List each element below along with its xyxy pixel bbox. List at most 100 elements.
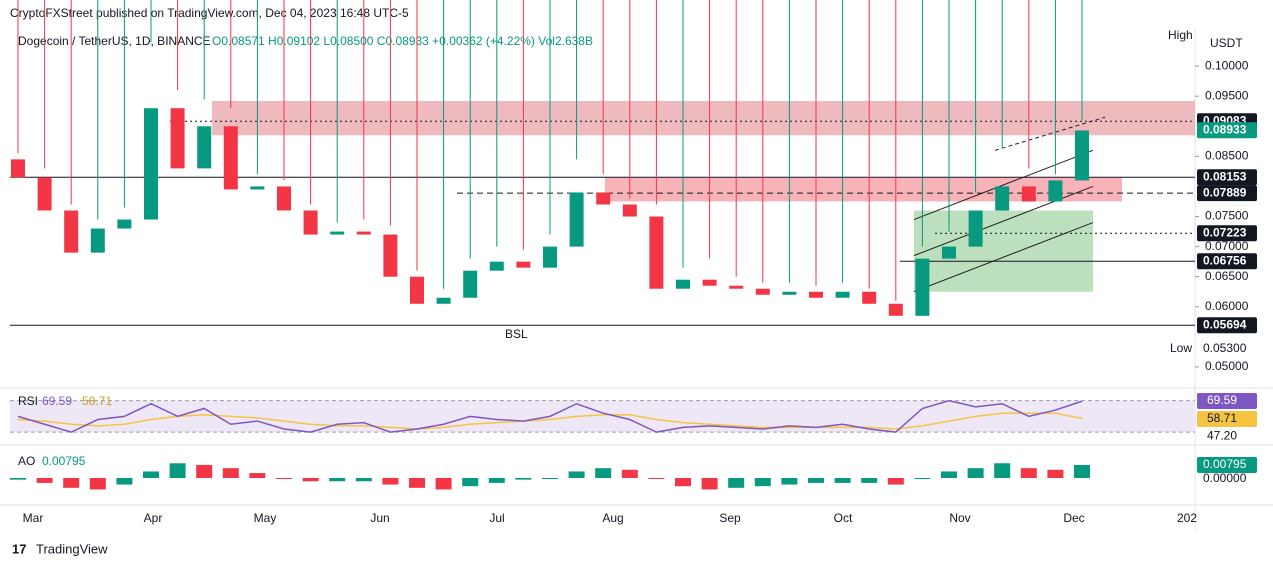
candle-body <box>11 159 25 178</box>
zone <box>914 210 1093 292</box>
candle-body <box>942 246 956 259</box>
candle-body <box>37 177 52 211</box>
ao-bar <box>542 477 558 479</box>
ao-bar <box>754 477 771 487</box>
candle-body <box>356 231 371 235</box>
x-tick-label: Jun <box>370 511 389 525</box>
symbol: Dogecoin / TetherUS, 1D, BINANCE <box>18 34 211 48</box>
y-tick-label: 0.08500 <box>1205 149 1249 163</box>
level-label: 0.07889 <box>1203 185 1247 199</box>
ao-bar <box>249 473 266 478</box>
level-label-box <box>1197 225 1257 242</box>
y-tick-label: 0.05000 <box>1205 359 1249 373</box>
ao-bar <box>861 477 878 483</box>
x-tick-label: Mar <box>23 511 44 525</box>
candle-body <box>782 291 797 295</box>
rsi-last: 69.59 <box>1207 393 1237 407</box>
ao-bar <box>36 477 53 483</box>
candle-body <box>250 186 265 190</box>
level-label: 0.08153 <box>1203 169 1247 183</box>
ao-last-box <box>1197 457 1257 473</box>
level-label: 0.06756 <box>1203 253 1247 267</box>
zone <box>605 177 1122 202</box>
x-tick-label: May <box>254 511 277 525</box>
y-tick-label: 0.06000 <box>1205 299 1249 313</box>
ohlc: O0.08571 H0.09102 L0.08500 C0.08933 +0.0… <box>212 34 593 48</box>
ao-bar <box>834 477 851 483</box>
ao-bar <box>781 477 798 485</box>
x-tick-label: Nov <box>949 511 970 525</box>
candle-body <box>915 258 930 316</box>
rsi-ma <box>17 412 1083 430</box>
y-tick-label: 0.10000 <box>1205 58 1249 72</box>
rsi-ma-last: 58.71 <box>1207 411 1237 425</box>
ao-zero: 0.00000 <box>1203 471 1247 485</box>
trend-line <box>994 116 1106 151</box>
high-label: High <box>1168 28 1193 42</box>
rsi-legend-ma: 58.71 <box>82 394 112 408</box>
candle-body <box>622 204 637 217</box>
candle-body <box>197 126 212 169</box>
ao-bar <box>887 477 904 485</box>
candle-body <box>463 270 478 298</box>
ao-bar <box>63 477 80 488</box>
low-value: 0.05300 <box>1203 341 1247 355</box>
y-tick-label: 0.07000 <box>1205 239 1249 253</box>
candle-body <box>170 108 185 169</box>
candle-body <box>1021 186 1036 202</box>
annotation: BSL <box>505 327 528 341</box>
ao-bar <box>515 477 532 480</box>
ao-bar <box>462 477 479 487</box>
candle-body <box>543 246 557 268</box>
candle-body <box>64 210 79 253</box>
candle-body <box>436 297 451 304</box>
ao-bar <box>941 471 957 478</box>
candle-body <box>729 285 744 289</box>
ao-bar <box>728 477 745 488</box>
candle-body <box>223 126 238 190</box>
ao-bar <box>409 477 425 488</box>
low-label: Low <box>1170 341 1192 355</box>
rsi-legend: 69.59 <box>42 394 72 408</box>
x-tick-label: Sep <box>719 511 741 525</box>
zone <box>212 101 1195 136</box>
candle-body <box>410 276 424 304</box>
candle-body <box>676 279 690 289</box>
candle-body <box>649 216 664 289</box>
level-label-box <box>1197 169 1257 186</box>
ao-bar <box>675 477 691 487</box>
ao-bar <box>1020 468 1037 478</box>
candle-body <box>569 192 584 247</box>
current-price-box <box>1197 122 1257 139</box>
publisher: CryptoFXStreet published on TradingView.… <box>10 6 409 20</box>
channel <box>913 149 1094 221</box>
ao-name: AO <box>18 454 35 468</box>
candle-body <box>835 291 850 298</box>
ao-bar <box>116 477 133 485</box>
ao-bar <box>355 477 372 482</box>
ao-bar <box>595 468 612 478</box>
ao-bar <box>222 468 239 478</box>
candle-body <box>1075 130 1089 181</box>
candle-body <box>702 279 717 286</box>
ao-bar <box>302 477 319 482</box>
ao-bar <box>488 477 505 483</box>
channel <box>913 222 1094 293</box>
channel <box>913 185 1094 257</box>
candle-body <box>489 261 504 271</box>
rsi-name: RSI <box>18 394 38 408</box>
candle-body <box>995 186 1010 211</box>
ao-bar <box>143 471 159 478</box>
ao-bar <box>435 477 452 490</box>
ao-bar <box>621 469 638 478</box>
ao-bar <box>10 477 26 480</box>
candle-body <box>383 234 398 277</box>
ao-bar <box>276 477 292 479</box>
ao-legend: 0.00795 <box>42 454 86 468</box>
currency: USDT <box>1210 36 1243 50</box>
candle-body <box>117 219 132 229</box>
y-tick-label: 0.07500 <box>1205 209 1249 223</box>
x-tick-label: Dec <box>1063 511 1084 525</box>
ao-bar <box>1074 464 1090 478</box>
rsi-ma-box <box>1197 411 1257 427</box>
